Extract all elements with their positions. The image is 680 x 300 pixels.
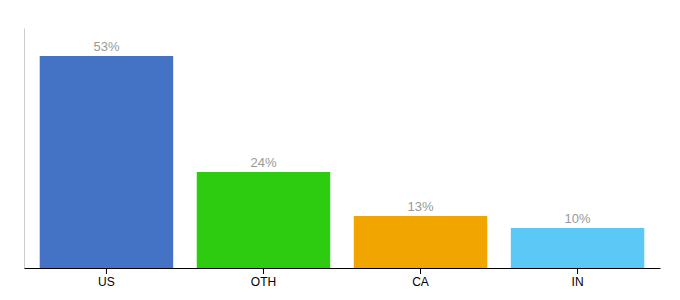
bar [354,216,487,268]
bar [197,172,330,268]
plot: US OTH CA IN 53% 24% 13% 10% [25,29,661,289]
x-tick-mark [106,268,107,274]
bar [511,228,644,268]
x-axis: US OTH CA IN [25,268,661,289]
y-axis-line [24,29,25,269]
data-label: 10% [565,211,591,226]
x-tick-label: OTH [251,275,276,289]
x-tick: IN [572,268,584,289]
data-label: 13% [408,199,434,214]
x-tick-label: IN [572,275,584,289]
x-tick: US [98,268,115,289]
data-labels: 53% 24% 13% 10% [93,39,591,226]
bars [40,56,645,268]
x-tick: CA [412,268,429,289]
x-tick-mark [420,268,421,274]
x-tick-mark [263,268,264,274]
y-axis [24,29,25,269]
x-tick: OTH [251,268,276,289]
bar [40,56,173,268]
data-label: 24% [250,155,276,170]
x-tick-label: CA [412,275,429,289]
chart: US OTH CA IN 53% 24% 13% 10% [0,0,680,300]
x-tick-mark [577,268,578,274]
data-label: 53% [93,39,119,54]
x-axis-line [25,268,661,269]
x-tick-label: US [98,275,115,289]
